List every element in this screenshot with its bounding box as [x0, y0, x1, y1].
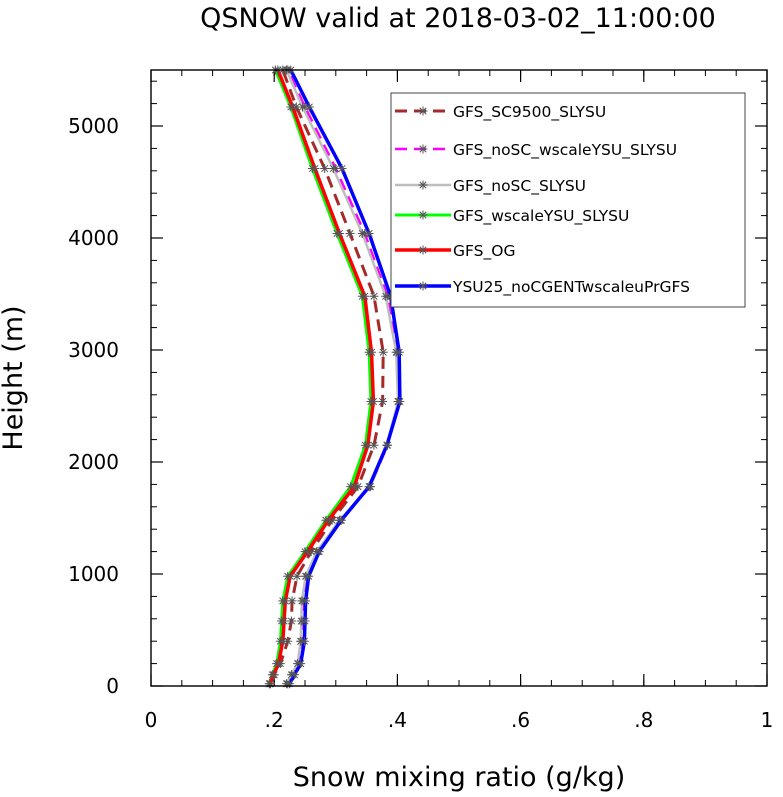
data-point [395, 397, 405, 407]
data-point [314, 547, 324, 557]
legend-marker [418, 144, 428, 154]
series-layer [264, 65, 405, 689]
data-point [364, 482, 374, 492]
series-5 [265, 65, 378, 689]
legend-label: GFS_noSC_SLYSU [453, 177, 586, 196]
data-point [283, 636, 293, 646]
legend-label: GFS_noSC_wscaleYSU_SLYSU [453, 141, 677, 160]
data-point [334, 229, 344, 239]
series-2 [283, 65, 404, 689]
data-point [285, 571, 295, 581]
legend: GFS_SC9500_SLYSU GFS_noSC_wscaleYSU_SLYSU… [390, 92, 746, 308]
data-point [296, 659, 306, 669]
y-tick-label: 3000 [68, 338, 119, 362]
data-point [360, 291, 370, 301]
y-tick-label: 0 [106, 674, 119, 698]
data-point [299, 636, 309, 646]
data-point [292, 571, 302, 581]
data-point [278, 636, 288, 646]
data-point [328, 164, 338, 174]
data-point [337, 164, 347, 174]
legend-marker [418, 245, 428, 255]
legend-marker [418, 106, 428, 116]
series-line [288, 69, 402, 685]
legend-label: GFS_SC9500_SLYSU [453, 103, 606, 122]
x-tick-label: 1 [761, 708, 774, 732]
data-point [345, 229, 355, 239]
series-line [267, 69, 373, 685]
legend-box [390, 92, 746, 308]
x-tick-label: .8 [634, 708, 653, 732]
legend-label: YSU25_noCGENTwscaleuPrGFS [452, 278, 690, 297]
data-point [378, 397, 388, 407]
data-point [367, 347, 377, 357]
legend-marker [418, 210, 428, 220]
series-3 [282, 65, 403, 689]
data-point [369, 440, 379, 450]
plot-frame [150, 69, 768, 687]
data-point [349, 482, 359, 492]
data-point [381, 291, 391, 301]
data-point [279, 616, 289, 626]
data-point [323, 515, 333, 525]
data-point [310, 164, 320, 174]
data-point [290, 670, 300, 680]
y-tick-label: 2000 [68, 450, 119, 474]
x-tick-label: .4 [388, 708, 407, 732]
x-axis-label: Snow mixing ratio (g/kg) [293, 762, 625, 793]
data-point [288, 102, 298, 112]
series-line [269, 69, 385, 685]
x-tick-label: .2 [265, 708, 284, 732]
data-point [336, 515, 346, 525]
data-point [286, 616, 296, 626]
data-point [357, 229, 367, 239]
data-point [301, 596, 311, 606]
legend-marker [418, 281, 428, 291]
legend-marker [418, 180, 428, 190]
x-tick-label: .6 [511, 708, 530, 732]
data-point [298, 102, 308, 112]
data-point [280, 596, 290, 606]
data-point [269, 670, 279, 680]
data-point [265, 679, 275, 689]
x-tick-label: 0 [145, 708, 158, 732]
tick-labels: 0 .2 .4 .6 .8 1 0 1000 2000 3000 4000 5000 [68, 114, 773, 732]
data-point [394, 347, 404, 357]
chart-title: QSNOW valid at 2018-03-02_11:00:00 [200, 3, 716, 34]
legend-label: GFS_wscaleYSU_SLYSU [453, 207, 629, 226]
data-point [274, 659, 284, 669]
data-point [304, 102, 314, 112]
y-tick-label: 4000 [68, 226, 119, 250]
data-point [285, 679, 295, 689]
y-axis-label: Height (m) [0, 305, 29, 450]
data-point [363, 440, 373, 450]
data-point [302, 547, 312, 557]
data-point [320, 164, 330, 174]
y-tick-label: 1000 [68, 562, 119, 586]
data-point [364, 229, 374, 239]
data-point [304, 571, 314, 581]
y-tick-label: 5000 [68, 114, 119, 138]
series-line [285, 69, 400, 685]
data-point [369, 291, 379, 301]
legend-label: GFS_OG [453, 242, 515, 261]
series-line [268, 69, 376, 685]
data-point [300, 616, 310, 626]
data-point [368, 397, 378, 407]
data-point [382, 440, 392, 450]
data-point [378, 347, 388, 357]
data-point [287, 596, 297, 606]
